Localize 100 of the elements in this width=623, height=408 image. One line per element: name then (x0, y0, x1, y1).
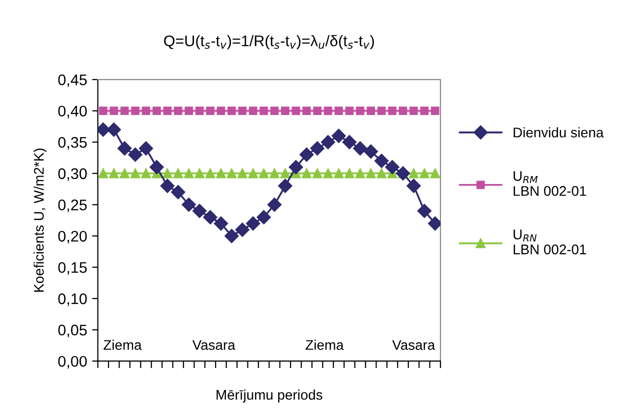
point (258, 168, 269, 178)
point (385, 160, 400, 174)
point (353, 141, 368, 156)
point (118, 141, 132, 156)
point (238, 106, 247, 116)
point (203, 210, 218, 224)
point (248, 106, 258, 116)
point (182, 198, 196, 212)
point (334, 106, 343, 116)
point (216, 168, 226, 178)
point (377, 106, 386, 116)
y-tick-label: 0,45 (58, 74, 87, 88)
point (312, 168, 322, 178)
point (313, 106, 322, 116)
point (406, 178, 421, 193)
point (120, 168, 130, 178)
point (138, 141, 154, 156)
point (288, 160, 303, 174)
point (130, 168, 140, 178)
point (430, 106, 440, 116)
point (248, 168, 258, 178)
point (270, 168, 280, 178)
point (106, 122, 121, 137)
y-tick-label: 0,15 (58, 262, 87, 275)
point (388, 106, 396, 116)
point (410, 106, 418, 116)
point (184, 106, 193, 116)
point (128, 148, 142, 162)
y-tick-label: 0,20 (58, 230, 87, 244)
point (320, 135, 336, 150)
point (376, 168, 386, 178)
point (162, 168, 172, 178)
y-tick-label: 0,40 (58, 106, 87, 118)
point (417, 204, 432, 218)
point (278, 178, 292, 193)
y-tick-label: 0,05 (58, 324, 87, 338)
legend-label: Dienvidu siena (514, 127, 604, 138)
point (152, 106, 161, 116)
y-tick-label: 0,25 (58, 200, 87, 212)
point (302, 106, 311, 116)
point (420, 168, 430, 178)
point (110, 106, 118, 116)
point (270, 106, 279, 116)
point (246, 216, 260, 231)
point (173, 168, 183, 178)
point (323, 168, 333, 178)
annotation: Vasara (392, 340, 436, 350)
point (256, 210, 271, 224)
legend-label: U$_{RN}$ LBN 002-01 (514, 230, 586, 254)
point (224, 228, 239, 244)
legend-label: U$_{RM}$ LBN 002-01 (514, 171, 586, 196)
y-tick-label: 0,35 (58, 136, 87, 150)
point (366, 168, 376, 178)
x-axis-title: Mērījumu periods (216, 390, 322, 402)
point (235, 222, 250, 237)
point (150, 160, 164, 174)
point (302, 168, 312, 178)
point (310, 141, 324, 156)
point (163, 106, 172, 116)
point (342, 135, 357, 150)
point (98, 168, 108, 178)
point (292, 106, 300, 116)
point (260, 106, 268, 116)
y-axis-title: Koeficients U, W/m2*K) (34, 148, 47, 292)
point (355, 168, 366, 178)
point (398, 106, 408, 116)
point (324, 106, 332, 116)
point (356, 106, 364, 116)
point (194, 168, 204, 178)
point (214, 216, 228, 231)
point (366, 106, 376, 116)
point (216, 106, 226, 116)
point (192, 204, 207, 218)
point (364, 144, 378, 159)
point (267, 198, 282, 212)
point (184, 168, 194, 178)
point (374, 154, 389, 168)
y-tick-label: 0,10 (58, 293, 87, 306)
point (99, 106, 108, 116)
point (205, 168, 216, 178)
point (174, 106, 182, 116)
point (332, 128, 346, 143)
y-tick-label: 0,30 (58, 168, 87, 181)
point (344, 168, 354, 178)
point (195, 106, 204, 116)
point (131, 106, 140, 116)
annotation: Ziema (306, 340, 344, 350)
point (226, 168, 237, 178)
point (98, 122, 110, 137)
point (142, 106, 150, 116)
y-tick-label: 0,00 (58, 356, 87, 369)
annotation: Vasara (192, 340, 236, 350)
point (408, 168, 419, 178)
point (430, 168, 440, 178)
point (281, 106, 290, 116)
point (171, 185, 186, 200)
point (345, 106, 354, 116)
point (227, 106, 236, 116)
point (280, 168, 290, 178)
chart-title: Q=U(t$_{s}$-t$_{v}$)=1/R(t$_{s}$-t$_{v}$)=λ$_{u}$/δ(t$_{s}$-t$_{v}$) (164, 35, 374, 50)
